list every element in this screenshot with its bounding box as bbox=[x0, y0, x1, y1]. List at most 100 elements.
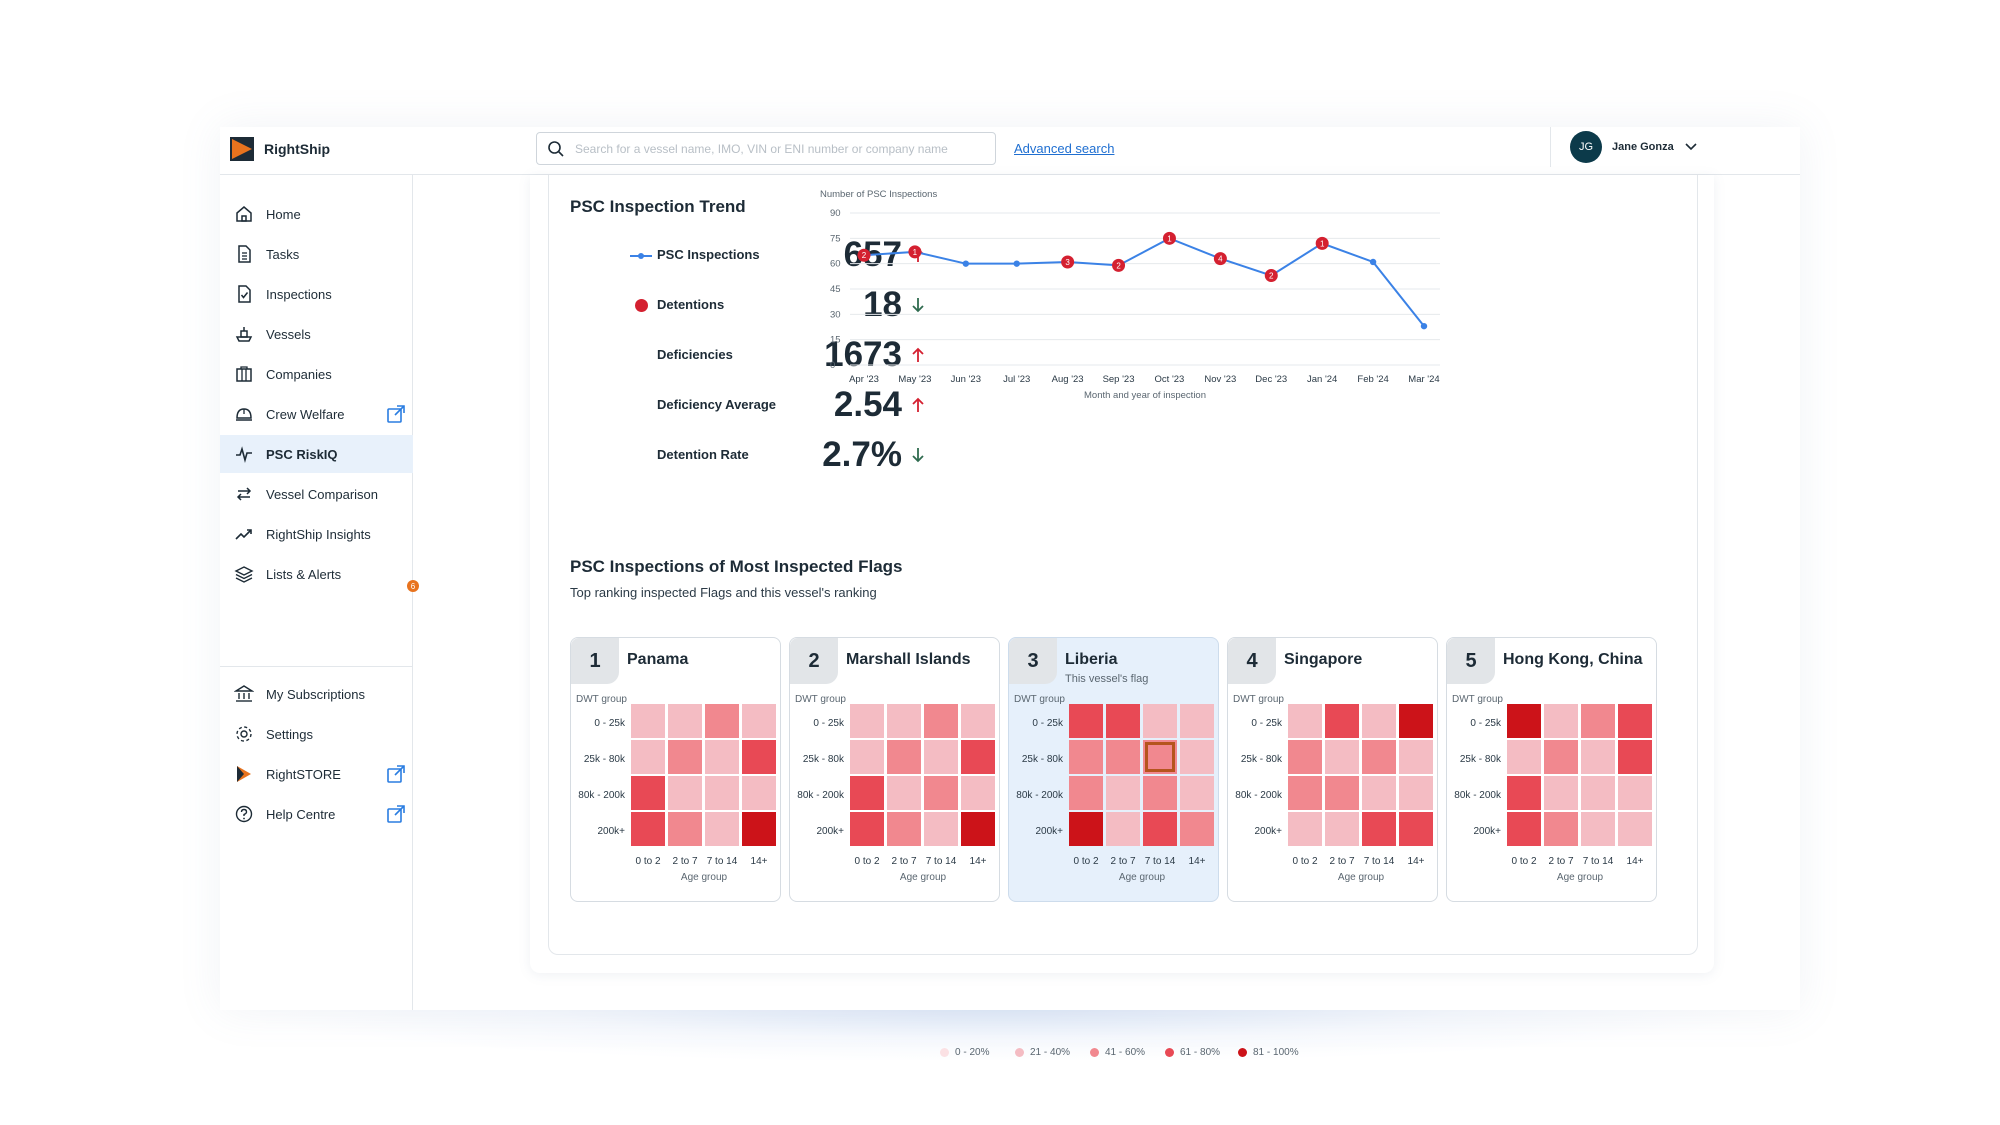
sidebar-item-my-subscriptions[interactable]: My Subscriptions bbox=[220, 675, 413, 713]
heatmap-cell[interactable] bbox=[1288, 740, 1322, 774]
detention-point[interactable] bbox=[908, 245, 922, 259]
flag-card-liberia[interactable]: 3 Liberia This vessel's flag DWT group 0 - 2… bbox=[1008, 637, 1219, 902]
heatmap-cell[interactable] bbox=[887, 704, 921, 738]
heatmap-cell[interactable] bbox=[742, 812, 776, 846]
flag-card-hong-kong-china[interactable]: 5 Hong Kong, China DWT group 0 - 25k 25k - 8… bbox=[1446, 637, 1657, 902]
sidebar-item-home[interactable]: Home bbox=[220, 195, 413, 233]
heatmap-cell[interactable] bbox=[1143, 740, 1177, 774]
heatmap-cell[interactable] bbox=[1544, 704, 1578, 738]
heatmap-cell[interactable] bbox=[1399, 704, 1433, 738]
heatmap-cell[interactable] bbox=[1143, 704, 1177, 738]
heatmap-cell[interactable] bbox=[924, 704, 958, 738]
data-point[interactable] bbox=[1013, 260, 1020, 267]
heatmap-cell[interactable] bbox=[1399, 776, 1433, 810]
sidebar-item-settings[interactable]: Settings bbox=[220, 715, 413, 753]
detention-point[interactable] bbox=[1213, 252, 1227, 266]
sidebar-item-help-centre[interactable]: Help Centre bbox=[220, 795, 413, 833]
heatmap-cell[interactable] bbox=[1106, 776, 1140, 810]
brand-logo[interactable]: RightShip bbox=[230, 137, 330, 161]
heatmap-cell[interactable] bbox=[1618, 740, 1652, 774]
heatmap-cell[interactable] bbox=[1618, 812, 1652, 846]
sidebar-item-companies[interactable]: Companies bbox=[220, 355, 413, 393]
heatmap-cell[interactable] bbox=[1325, 704, 1359, 738]
heatmap-cell[interactable] bbox=[631, 812, 665, 846]
sidebar-item-inspections[interactable]: Inspections bbox=[220, 275, 413, 313]
heatmap-cell[interactable] bbox=[1325, 740, 1359, 774]
heatmap-cell[interactable] bbox=[1143, 812, 1177, 846]
flag-card-panama[interactable]: 1 Panama DWT group 0 - 25k 25k - 80k 80k - 20… bbox=[570, 637, 781, 902]
heatmap-cell[interactable] bbox=[742, 704, 776, 738]
external-link-icon[interactable] bbox=[386, 764, 406, 784]
heatmap-cell[interactable] bbox=[1399, 740, 1433, 774]
heatmap-cell[interactable] bbox=[1507, 812, 1541, 846]
heatmap-cell[interactable] bbox=[668, 812, 702, 846]
heatmap-cell[interactable] bbox=[705, 776, 739, 810]
heatmap-cell[interactable] bbox=[1180, 740, 1214, 774]
heatmap-cell[interactable] bbox=[631, 740, 665, 774]
heatmap-cell[interactable] bbox=[1325, 776, 1359, 810]
heatmap-cell[interactable] bbox=[1106, 704, 1140, 738]
heatmap-cell[interactable] bbox=[1581, 776, 1615, 810]
heatmap-cell[interactable] bbox=[1069, 740, 1103, 774]
heatmap-cell[interactable] bbox=[1362, 812, 1396, 846]
heatmap-cell[interactable] bbox=[887, 776, 921, 810]
heatmap-cell[interactable] bbox=[961, 704, 995, 738]
heatmap-cell[interactable] bbox=[705, 704, 739, 738]
detention-point[interactable] bbox=[1315, 236, 1329, 250]
sidebar-item-psc-riskiq[interactable]: PSC RiskIQ bbox=[220, 435, 413, 473]
heatmap-cell[interactable] bbox=[1325, 812, 1359, 846]
heatmap-cell[interactable] bbox=[1362, 704, 1396, 738]
heatmap-cell[interactable] bbox=[924, 812, 958, 846]
heatmap-cell[interactable] bbox=[1507, 740, 1541, 774]
heatmap-cell[interactable] bbox=[961, 812, 995, 846]
sidebar-item-vessels[interactable]: Vessels bbox=[220, 315, 413, 353]
heatmap-cell[interactable] bbox=[1544, 740, 1578, 774]
heatmap-cell[interactable] bbox=[850, 740, 884, 774]
heatmap-cell[interactable] bbox=[850, 776, 884, 810]
heatmap-cell[interactable] bbox=[705, 740, 739, 774]
heatmap-cell[interactable] bbox=[1581, 812, 1615, 846]
heatmap-cell[interactable] bbox=[668, 704, 702, 738]
sidebar-item-lists-alerts[interactable]: Lists & Alerts bbox=[220, 555, 413, 593]
heatmap-cell[interactable] bbox=[850, 812, 884, 846]
detention-point[interactable] bbox=[1162, 231, 1176, 245]
heatmap-cell[interactable] bbox=[1143, 776, 1177, 810]
heatmap-cell[interactable] bbox=[1069, 704, 1103, 738]
heatmap-cell[interactable] bbox=[1362, 740, 1396, 774]
heatmap-cell[interactable] bbox=[742, 776, 776, 810]
external-link-icon[interactable] bbox=[386, 404, 406, 424]
heatmap-cell[interactable] bbox=[1618, 704, 1652, 738]
heatmap-cell[interactable] bbox=[631, 776, 665, 810]
data-point[interactable] bbox=[962, 260, 970, 267]
heatmap-cell[interactable] bbox=[1544, 776, 1578, 810]
heatmap-cell[interactable] bbox=[887, 812, 921, 846]
heatmap-cell[interactable] bbox=[1180, 776, 1214, 810]
heatmap-cell[interactable] bbox=[1180, 812, 1214, 846]
flag-card-singapore[interactable]: 4 Singapore DWT group 0 - 25k 25k - 80k 80k -… bbox=[1227, 637, 1438, 902]
detention-point[interactable] bbox=[857, 248, 871, 262]
detention-point[interactable] bbox=[1264, 268, 1278, 282]
heatmap-cell[interactable] bbox=[887, 740, 921, 774]
search-input[interactable] bbox=[575, 141, 975, 156]
heatmap-cell[interactable] bbox=[1069, 776, 1103, 810]
heatmap-cell[interactable] bbox=[1507, 776, 1541, 810]
heatmap-cell[interactable] bbox=[668, 740, 702, 774]
heatmap-cell[interactable] bbox=[1106, 740, 1140, 774]
heatmap-cell[interactable] bbox=[924, 776, 958, 810]
sidebar-item-rightship-insights[interactable]: RightShip Insights bbox=[220, 515, 413, 553]
flag-card-marshall-islands[interactable]: 2 Marshall Islands DWT group 0 - 25k 25k - 8… bbox=[789, 637, 1000, 902]
heatmap-cell[interactable] bbox=[924, 740, 958, 774]
heatmap-cell[interactable] bbox=[1106, 812, 1140, 846]
heatmap-cell[interactable] bbox=[1507, 704, 1541, 738]
heatmap-cell[interactable] bbox=[668, 776, 702, 810]
user-menu[interactable]: JG Jane Gonza bbox=[1570, 131, 1698, 163]
sidebar-item-crew-welfare[interactable]: Crew Welfare bbox=[220, 395, 413, 433]
external-link-icon[interactable] bbox=[386, 804, 406, 824]
heatmap-cell[interactable] bbox=[1581, 740, 1615, 774]
heatmap-cell[interactable] bbox=[1069, 812, 1103, 846]
detention-point[interactable] bbox=[1112, 258, 1126, 272]
sidebar-item-rightstore[interactable]: RightSTORE bbox=[220, 755, 413, 793]
heatmap-cell[interactable] bbox=[742, 740, 776, 774]
detention-point[interactable] bbox=[1061, 255, 1075, 269]
heatmap-cell[interactable] bbox=[1288, 704, 1322, 738]
